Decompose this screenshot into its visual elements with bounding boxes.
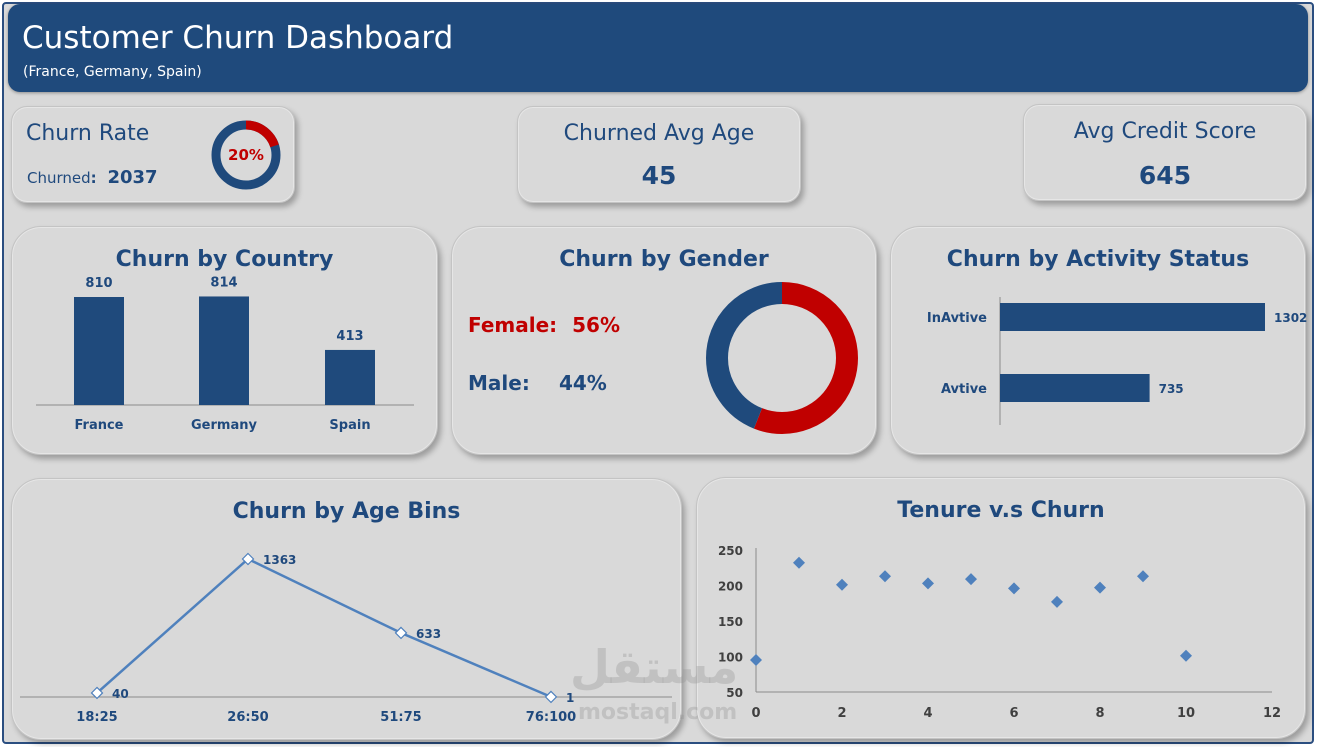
age-data-label: 633 [416, 627, 441, 641]
tenure-x-tick-label: 2 [837, 706, 846, 721]
gender-donut-chart [706, 282, 858, 434]
avg-age-value: 45 [641, 161, 677, 190]
age-bins-chart-title: Churn by Age Bins [232, 499, 461, 524]
activity-chart-title: Churn by Activity Status [946, 247, 1250, 272]
age-category-label: 76:100 [526, 710, 576, 725]
page-title: Customer Churn Dashboard [22, 20, 454, 56]
tenure-data-point [1137, 570, 1149, 583]
age-bins-chart-card: Churn by Age Bins 40 18:25 1363 26:50 633 51:… [11, 478, 682, 740]
avg-age-title: Churned Avg Age [563, 121, 755, 146]
churned-label: Churned [27, 169, 91, 187]
churn-rate-title: Churn Rate [26, 121, 150, 146]
tenure-data-point [879, 570, 891, 583]
tenure-x-tick-label: 0 [751, 706, 760, 721]
activity-category-label: InAvtive [927, 311, 987, 326]
legend-male-label: Male: [468, 371, 530, 395]
activity-bar-chart: 1302 InAvtive 735 Avtive [927, 297, 1307, 425]
country-chart-title: Churn by Country [115, 247, 334, 272]
churn-rate-donut-arc [211, 120, 281, 190]
tenure-data-point [793, 556, 805, 569]
country-bar [325, 349, 375, 405]
activity-bar [1000, 303, 1265, 331]
tenure-data-point [1008, 582, 1020, 595]
credit-score-title: Avg Credit Score [1073, 119, 1257, 144]
country-data-label: 413 [336, 329, 363, 344]
age-data-point [90, 686, 104, 700]
legend-male-value: 44% [558, 371, 607, 395]
age-data-label: 1363 [263, 553, 296, 567]
tenure-data-point [1051, 595, 1063, 608]
watermark-url: mostaql.com [578, 700, 738, 725]
age-category-label: 51:75 [380, 710, 421, 725]
age-category-label: 18:25 [76, 710, 117, 725]
tenure-x-tick-label: 12 [1263, 706, 1281, 721]
age-category-label: 26:50 [227, 710, 268, 725]
legend-female: Female: 56% [468, 313, 620, 337]
churned-colon: : [90, 169, 97, 187]
activity-data-label: 735 [1159, 382, 1184, 396]
age-data-point [544, 690, 558, 704]
tenure-x-tick-label: 4 [923, 706, 932, 721]
churn-rate-card: Churn Rate Churned: 2037 20% [11, 106, 295, 203]
activity-chart-card: Churn by Activity Status 1302 InAvtive 735… [890, 226, 1307, 455]
age-data-label: 40 [112, 687, 129, 701]
country-category-label: Spain [329, 418, 370, 433]
activity-data-label: 1302 [1274, 311, 1307, 325]
country-bar [199, 296, 249, 405]
age-series-line [96, 557, 552, 699]
age-bins-line-chart: 40 18:25 1363 26:50 633 51:75 1 76:100 [20, 552, 672, 725]
tenure-data-point [965, 573, 977, 586]
credit-score-card: Avg Credit Score 645 [1023, 104, 1307, 201]
credit-score-value: 645 [1138, 161, 1192, 190]
country-category-label: Germany [191, 418, 257, 433]
tenure-chart-title: Tenure v.s Churn [897, 498, 1105, 523]
tenure-chart-card: Tenure v.s Churn 50 100 150 200 250 0 2 4 6 8 10 12 [696, 477, 1306, 739]
activity-category-label: Avtive [941, 382, 987, 397]
tenure-y-tick-label: 200 [718, 580, 743, 594]
watermark-logo: مستقل [570, 640, 739, 694]
age-data-point [241, 552, 255, 566]
tenure-y-tick-label: 150 [718, 615, 743, 629]
tenure-x-tick-label: 6 [1009, 706, 1018, 721]
tenure-data-point [750, 654, 762, 667]
tenure-x-tick-label: 8 [1095, 706, 1104, 721]
legend-female-label: Female: [468, 313, 558, 337]
legend-male: Male: 44% [468, 371, 607, 395]
avg-age-card: Churned Avg Age 45 [517, 106, 801, 203]
churn-rate-donut: 20% [211, 120, 281, 190]
tenure-data-point [1180, 649, 1192, 662]
tenure-y-tick-label: 100 [718, 651, 743, 665]
tenure-data-point [836, 578, 848, 591]
tenure-data-point [1094, 581, 1106, 594]
legend-female-value: 56% [572, 313, 621, 337]
country-category-label: France [74, 418, 123, 433]
page-subtitle: (France, Germany, Spain) [23, 64, 202, 80]
age-data-label: 1 [566, 691, 574, 705]
tenure-x-tick-label: 10 [1177, 706, 1195, 721]
churned-row: Churned: 2037 [27, 167, 158, 188]
activity-bar [1000, 374, 1150, 402]
dashboard-header: Customer Churn Dashboard (France, German… [8, 4, 1308, 92]
churned-value: 2037 [107, 167, 158, 188]
tenure-scatter-chart: 50 100 150 200 250 0 2 4 6 8 10 12 [718, 544, 1281, 721]
gender-chart-title: Churn by Gender [559, 247, 769, 272]
tenure-y-tick-label: 50 [726, 686, 743, 700]
country-bar [74, 297, 124, 405]
country-chart-card: Churn by Country 810 France 814 Germany 413 S… [11, 226, 438, 455]
tenure-data-point [922, 577, 934, 590]
gender-slice-male [706, 282, 858, 434]
gender-chart-card: Churn by Gender Female: 56% Male: 44% [451, 226, 877, 455]
country-data-label: 814 [210, 275, 237, 290]
country-bar-chart: 810 France 814 Germany 413 Spain [36, 275, 414, 433]
age-data-point [394, 626, 408, 640]
tenure-y-tick-label: 250 [718, 544, 743, 558]
churn-rate-percent: 20% [228, 146, 264, 164]
country-data-label: 810 [85, 276, 112, 291]
